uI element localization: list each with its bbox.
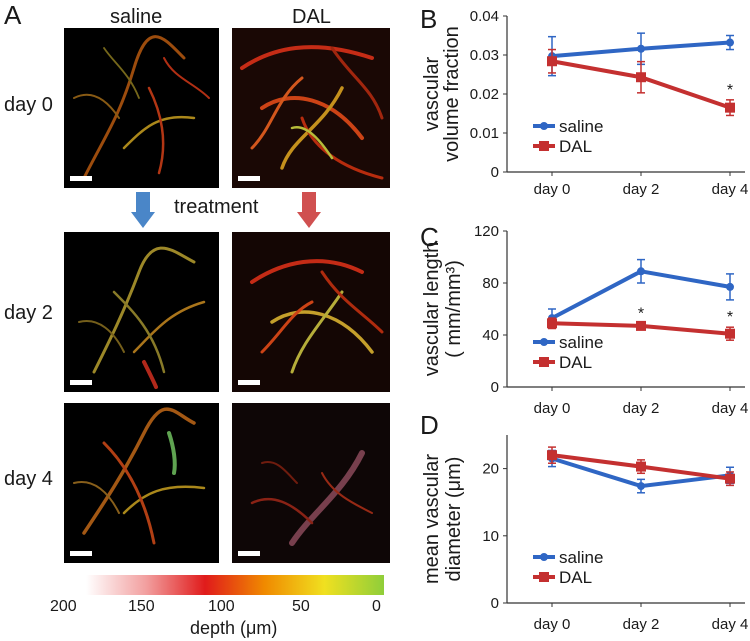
- chart-c-ytick-label: 120: [474, 223, 499, 240]
- arrow-down-icon-dal: [297, 192, 321, 228]
- chart-b-ytick-label: 0.02: [470, 86, 499, 103]
- chart-c-legend-marker: [540, 338, 548, 346]
- chart-d-ytick-label: 20: [482, 461, 499, 478]
- colorbar-tick-0: 0: [372, 598, 381, 615]
- charts-panels-bcd: B 0 0.01 0.02 0.03 0.04 day 0 day 2 day 4 vascula…: [420, 4, 749, 633]
- chart-c-ytick-label: 0: [491, 379, 499, 396]
- colorbar-tick-150: 150: [128, 598, 155, 615]
- micrograph-dal-day-2: [232, 232, 390, 392]
- colorbar-tick-200: 200: [50, 598, 77, 615]
- chart-c-series-saline-point: [726, 282, 734, 291]
- colorbar-tick-100: 100: [208, 598, 235, 615]
- chart-c-legend-label-dal: DAL: [559, 353, 592, 372]
- chart-b-xtick-label: day 4: [712, 181, 749, 198]
- chart-d-series-dal-point: [725, 473, 735, 484]
- chart-d-ylabel-line-1: mean vascular: [421, 454, 443, 584]
- chart-c-legend-marker: [539, 357, 549, 367]
- chart-b-ylabel-line-1: vascular: [421, 56, 443, 131]
- chart-c-xtick-label: day 4: [712, 400, 749, 417]
- chart-c-ylabel-line-1: vascular length: [421, 242, 443, 377]
- chart-b-ytick-label: 0.04: [470, 8, 499, 25]
- chart-c-xtick-label: day 2: [623, 400, 660, 417]
- treatment-label: treatment: [174, 196, 259, 218]
- colorbar-tick-50: 50: [292, 598, 310, 615]
- chart-c-letter: C: [420, 222, 439, 252]
- chart-b-xtick-label: day 0: [534, 181, 571, 198]
- micrograph-saline-day-2: [64, 232, 219, 392]
- chart-b-legend-label-dal: DAL: [559, 137, 592, 156]
- chart-b-series-dal-point: [547, 56, 557, 67]
- chart-d-legend-marker: [539, 572, 549, 582]
- chart-b-series-saline-point: [726, 38, 734, 47]
- chart-d-xtick-label: day 0: [534, 616, 571, 633]
- depth-colorbar: [86, 575, 384, 595]
- chart-b-ytick-label: 0: [491, 164, 499, 181]
- chart-d-legend-label-saline: saline: [559, 548, 603, 567]
- chart-d-xtick-label: day 2: [623, 616, 660, 633]
- chart-b-series-dal-point: [636, 72, 646, 83]
- chart-c-series-dal-point: [725, 328, 735, 339]
- micrograph-dal-day-0: [232, 28, 390, 188]
- chart-c-xtick-label: day 0: [534, 400, 571, 417]
- chart-b-ylabel-line-2: volume fraction: [441, 26, 463, 162]
- chart-d-letter: D: [420, 410, 439, 440]
- chart-b-legend-marker: [539, 141, 549, 151]
- chart-d-series-saline-point: [637, 482, 645, 491]
- chart-b-letter: B: [420, 4, 437, 34]
- micrograph-saline-day-4: [64, 403, 219, 563]
- chart-c-series-saline-point: [637, 267, 645, 276]
- chart-d-series-dal-point: [547, 450, 557, 461]
- chart-c-legend-label-saline: saline: [559, 333, 603, 352]
- chart-b-xtick-label: day 2: [623, 181, 660, 198]
- colorbar-axis-label: depth (μm): [190, 618, 278, 638]
- chart-b-ytick-label: 0.03: [470, 47, 499, 64]
- arrow-down-icon-saline: [131, 192, 155, 228]
- chart-c-series-dal-point: [547, 318, 557, 329]
- panel-a-letter: A: [4, 0, 22, 30]
- chart-d-ylabel-line-2: diameter (μm): [443, 457, 465, 582]
- chart-c-significance-star: *: [727, 309, 733, 326]
- chart-b-legend-marker: [540, 122, 548, 130]
- chart-b-series-saline-point: [637, 44, 645, 53]
- row-label-day-0: day 0: [4, 94, 53, 116]
- chart-d-xtick-label: day 4: [712, 616, 749, 633]
- row-label-day-4: day 4: [4, 468, 53, 490]
- column-label-dal: DAL: [292, 6, 331, 28]
- chart-c-significance-star: *: [638, 305, 644, 322]
- chart-b-significance-star: *: [727, 82, 733, 99]
- micrograph-dal-day-4: [232, 403, 390, 563]
- chart-b-series-dal-point: [725, 102, 735, 113]
- chart-b-ytick-label: 0.01: [470, 125, 499, 142]
- chart-b-legend-label-saline: saline: [559, 117, 603, 136]
- chart-c-series-dal-point: [636, 320, 646, 331]
- row-label-day-2: day 2: [4, 302, 53, 324]
- chart-d-series-dal-point: [636, 461, 646, 472]
- micrograph-saline-day-0: [64, 28, 219, 188]
- chart-d-ytick-label: 0: [491, 595, 499, 612]
- chart-d-legend-marker: [540, 553, 548, 561]
- chart-d-ytick-label: 10: [482, 528, 499, 545]
- chart-d-legend-label-dal: DAL: [559, 568, 592, 587]
- chart-c-ylabel-line-2: ( mm/mm³): [443, 260, 465, 358]
- chart-c-ytick-label: 40: [482, 327, 499, 344]
- chart-c-ytick-label: 80: [482, 275, 499, 292]
- column-label-saline: saline: [110, 6, 163, 28]
